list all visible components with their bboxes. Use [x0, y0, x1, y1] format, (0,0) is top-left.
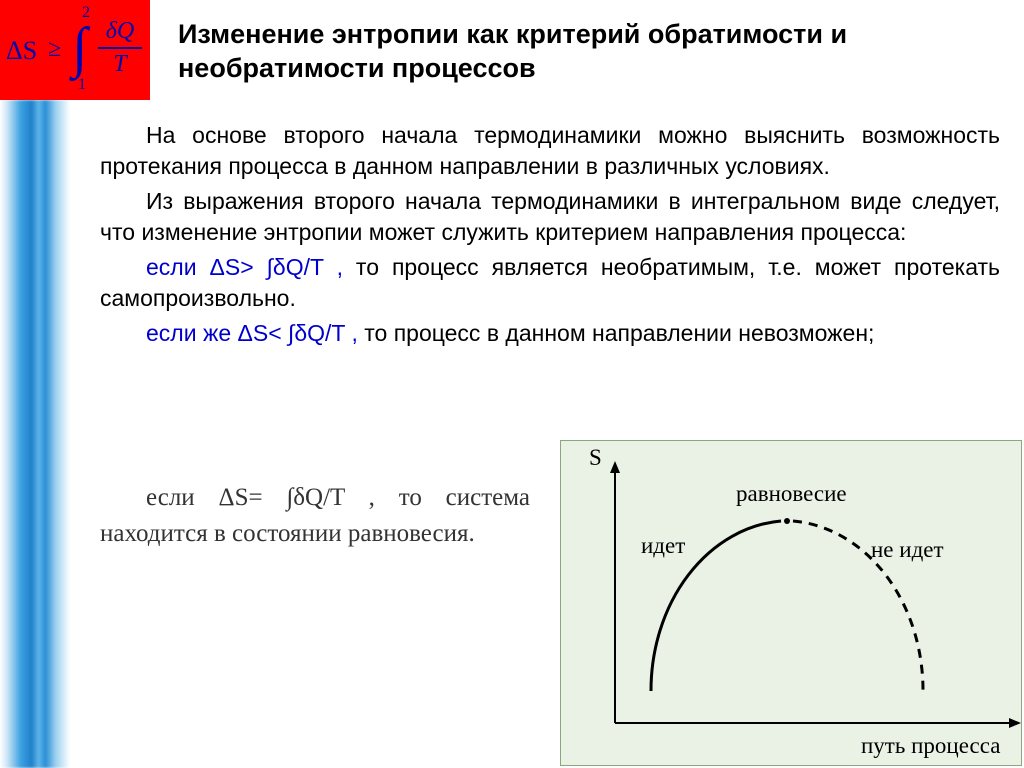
axis-label-S: S [589, 445, 602, 471]
paragraph-1: На основе второго начала термодинамики м… [100, 120, 1000, 182]
cond2-rest: то процесс в данном направлении невозмож… [358, 320, 875, 346]
slide: ΔS ≥ ∫ 1 2 δQ T Изменение энтропии как к… [0, 0, 1024, 768]
cond2-blue: если же ΔS< ∫δQ/T , [146, 320, 358, 346]
formula-delta: Δ [6, 36, 23, 65]
formula-fraction: δQ T [98, 18, 142, 78]
label-equilibrium: равновесие [736, 481, 847, 507]
label-not-goes: не идет [871, 537, 944, 563]
formula-numerator: δQ [98, 18, 142, 49]
process-diagram: S равновесие идет не идет путь процесса [560, 440, 1022, 766]
integral-upper: 2 [82, 4, 90, 22]
integral-lower: 1 [78, 76, 86, 94]
body-text: На основе второго начала термодинамики м… [100, 120, 1000, 353]
apex-point [784, 518, 790, 524]
formula-denominator: T [98, 49, 142, 78]
decorative-sidebar [0, 100, 70, 768]
cond1-blue: если ΔS> ∫δQ/T , [146, 254, 343, 280]
formula-relation: ≥ [48, 36, 61, 63]
slide-title: Изменение энтропии как критерий обратимо… [178, 18, 978, 86]
entropy-formula-box: ΔS ≥ ∫ 1 2 δQ T [0, 0, 150, 100]
integral-sign: ∫ [72, 20, 87, 76]
x-axis-arrow [1009, 718, 1021, 728]
label-goes: идет [641, 533, 685, 559]
condition-irreversible: если ΔS> ∫δQ/T , то процесс является нео… [100, 252, 1000, 314]
axis-label-x: путь процесса [861, 733, 1000, 759]
condition-impossible: если же ΔS< ∫δQ/T , то процесс в данном … [100, 318, 1000, 349]
paragraph-2: Из выражения второго начала термодинамик… [100, 186, 1000, 248]
entropy-formula: ΔS ≥ ∫ 1 2 δQ T [0, 0, 150, 100]
y-axis-arrow [610, 461, 620, 473]
formula-S: S [23, 36, 37, 65]
condition-equilibrium: если ΔS= ∫δQ/T , то система находится в … [100, 480, 530, 553]
formula-lhs: ΔS [6, 36, 37, 66]
